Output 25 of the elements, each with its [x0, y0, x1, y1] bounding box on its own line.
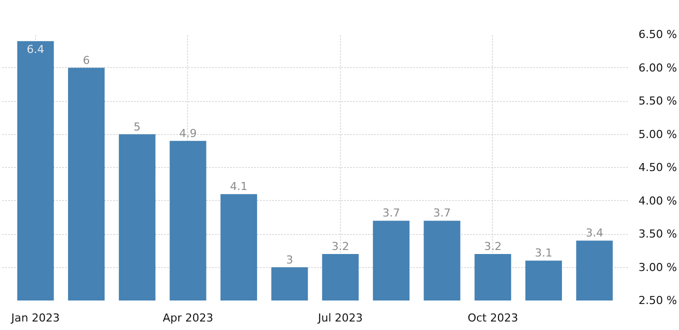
- y-tick-label: 3.00 %: [638, 260, 677, 274]
- data-label: 3.4: [586, 226, 604, 240]
- data-label: 6: [82, 54, 90, 67]
- data-label: 6.4: [26, 43, 44, 56]
- data-label: 4.9: [179, 126, 197, 140]
- data-label: 4.1: [230, 180, 248, 194]
- x-tick-label: Jan 2023: [10, 312, 60, 324]
- x-tick-label: Apr 2023: [162, 312, 214, 324]
- data-label: 3.7: [382, 206, 400, 220]
- y-tick-label: 6.00 %: [638, 61, 677, 74]
- data-label: 3: [286, 253, 294, 266]
- data-label: 3.1: [534, 246, 552, 260]
- data-label: 3.2: [484, 240, 502, 253]
- x-tick-label: Jul 2023: [317, 312, 363, 324]
- data-label: 5: [134, 120, 141, 134]
- data-label: 3.2: [332, 240, 350, 253]
- y-tick-label: 4.00 %: [638, 194, 677, 208]
- x-tick-label: Oct 2023: [468, 312, 518, 324]
- y-tick-label: 5.00 %: [638, 128, 677, 141]
- y-tick-label: 4.50 %: [638, 161, 677, 174]
- y-tick-label: 6.50 %: [638, 28, 677, 41]
- y-tick-label: 3.50 %: [638, 228, 677, 240]
- data-label: 3.7: [433, 206, 451, 220]
- y-tick-label: 5.50 %: [638, 94, 677, 108]
- y-tick-label: 2.50 %: [638, 294, 677, 307]
